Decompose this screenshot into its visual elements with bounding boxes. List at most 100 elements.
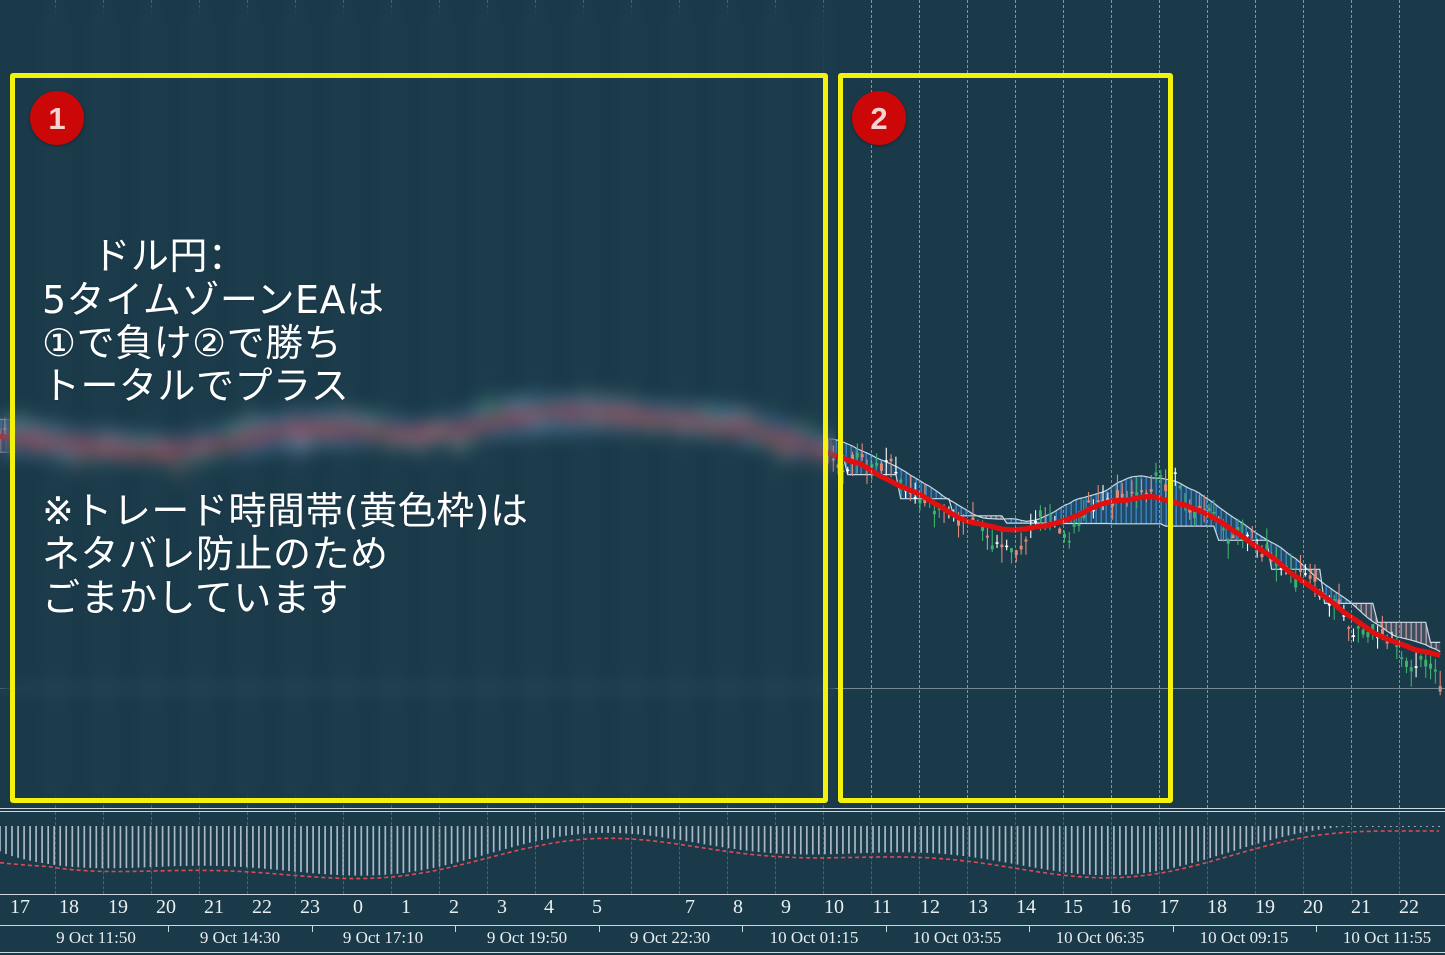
date-separator	[455, 925, 456, 932]
axis-top-rule	[0, 894, 1445, 895]
grid-line	[1351, 812, 1352, 894]
hour-tick: 13	[968, 896, 988, 918]
hour-tick: 18	[1207, 896, 1227, 918]
grid-line	[343, 812, 344, 894]
date-separator	[886, 925, 887, 932]
axis-bottom-rule	[0, 952, 1445, 953]
grid-line	[679, 812, 680, 894]
grid-line	[247, 812, 248, 894]
grid-line	[871, 812, 872, 894]
hour-tick: 12	[920, 896, 940, 918]
grid-line	[583, 812, 584, 894]
hour-tick: 18	[59, 896, 79, 918]
date-tick: 10 Oct 09:15	[1199, 928, 1289, 947]
hour-tick: 21	[204, 896, 224, 918]
hour-tick: 15	[1063, 896, 1083, 918]
hour-tick: 9	[781, 896, 791, 918]
grid-line	[487, 812, 488, 894]
grid-line	[1063, 0, 1064, 808]
panel-separator-bottom	[0, 811, 1445, 812]
grid-line	[535, 812, 536, 894]
grid-line	[775, 812, 776, 894]
hour-tick: 2	[449, 896, 459, 918]
annotation-text-block-2: ※トレード時間帯(黄色枠)は ネタバレ防止のため ごまかしています	[42, 488, 529, 620]
date-separator	[1173, 925, 1174, 932]
hour-tick: 5	[592, 896, 602, 918]
date-tick: 9 Oct 17:10	[342, 928, 424, 947]
hour-tick: 1	[401, 896, 411, 918]
hour-tick: 14	[1016, 896, 1036, 918]
grid-line	[1111, 812, 1112, 894]
date-tick: 10 Oct 06:35	[1055, 928, 1145, 947]
grid-line	[967, 812, 968, 894]
grid-line	[967, 0, 968, 808]
date-separator	[168, 925, 169, 932]
annotation-marker-2-label: 2	[870, 100, 888, 136]
grid-line	[631, 812, 632, 894]
macd-panel[interactable]	[0, 812, 1445, 894]
trade-window-box-2[interactable]	[838, 73, 1173, 803]
hour-tick: 22	[252, 896, 272, 918]
grid-line	[1159, 812, 1160, 894]
grid-line	[439, 812, 440, 894]
hour-tick: 11	[872, 896, 892, 918]
annotation-text: ドル円： 5タイムゾーンEAは ①で負け②で勝ち トータルでプラス ※トレード時…	[42, 192, 742, 706]
axis-mid-rule	[0, 925, 1445, 926]
date-separator	[599, 925, 600, 932]
date-tick: 9 Oct 19:50	[486, 928, 568, 947]
annotation-marker-1-label: 1	[48, 100, 66, 136]
grid-line	[1207, 0, 1208, 808]
annotation-marker-1[interactable]: 1	[30, 91, 84, 145]
grid-line	[199, 812, 200, 894]
time-axis[interactable]: 17 18 19 20 21 22 23 0 1 2 3 4 5 7 8 9 10 11 12 13 14 15 16 17 1…	[0, 894, 1445, 955]
grid-line	[151, 812, 152, 894]
grid-line	[1015, 812, 1016, 894]
date-tick: 10 Oct 11:55	[1342, 928, 1432, 947]
grid-line	[1255, 0, 1256, 808]
grid-line	[919, 812, 920, 894]
grid-line	[1159, 0, 1160, 808]
grid-line	[55, 812, 56, 894]
annotation-marker-2[interactable]: 2	[852, 91, 906, 145]
grid-line	[103, 812, 104, 894]
hour-tick: 23	[300, 896, 320, 918]
grid-line	[1255, 812, 1256, 894]
hour-tick: 22	[1399, 896, 1419, 918]
hour-tick: 3	[497, 896, 507, 918]
grid-line	[1015, 0, 1016, 808]
hour-tick: 7	[685, 896, 695, 918]
hour-tick: 16	[1111, 896, 1131, 918]
grid-line	[295, 812, 296, 894]
date-tick: 9 Oct 11:50	[56, 928, 136, 947]
hour-tick: 4	[544, 896, 554, 918]
hour-tick: 21	[1351, 896, 1371, 918]
grid-line	[727, 812, 728, 894]
grid-line	[1063, 812, 1064, 894]
grid-line	[391, 812, 392, 894]
annotation-text-block-1: ドル円： 5タイムゾーンEAは ①で負け②で勝ち トータルでプラス	[42, 234, 385, 409]
hour-tick: 8	[733, 896, 743, 918]
grid-line	[1399, 0, 1400, 808]
date-separator	[742, 925, 743, 932]
hour-tick: 20	[156, 896, 176, 918]
hour-tick: 0	[353, 896, 363, 918]
hour-tick: 17	[10, 896, 30, 918]
grid-line	[1303, 0, 1304, 808]
hour-tick: 19	[1255, 896, 1275, 918]
grid-line	[1399, 812, 1400, 894]
grid-line	[1351, 0, 1352, 808]
date-tick: 9 Oct 22:30	[629, 928, 711, 947]
hour-tick: 17	[1159, 896, 1179, 918]
date-separator	[1029, 925, 1030, 932]
hour-tick: 10	[824, 896, 844, 918]
grid-line	[1207, 812, 1208, 894]
grid-line	[823, 812, 824, 894]
grid-line	[1303, 812, 1304, 894]
date-tick: 10 Oct 01:15	[769, 928, 859, 947]
date-separator	[1316, 925, 1317, 932]
date-tick: 10 Oct 03:55	[912, 928, 1002, 947]
trade-window-box-1[interactable]	[10, 73, 828, 803]
macd-series-layer	[0, 826, 1440, 880]
grid-line	[919, 0, 920, 808]
